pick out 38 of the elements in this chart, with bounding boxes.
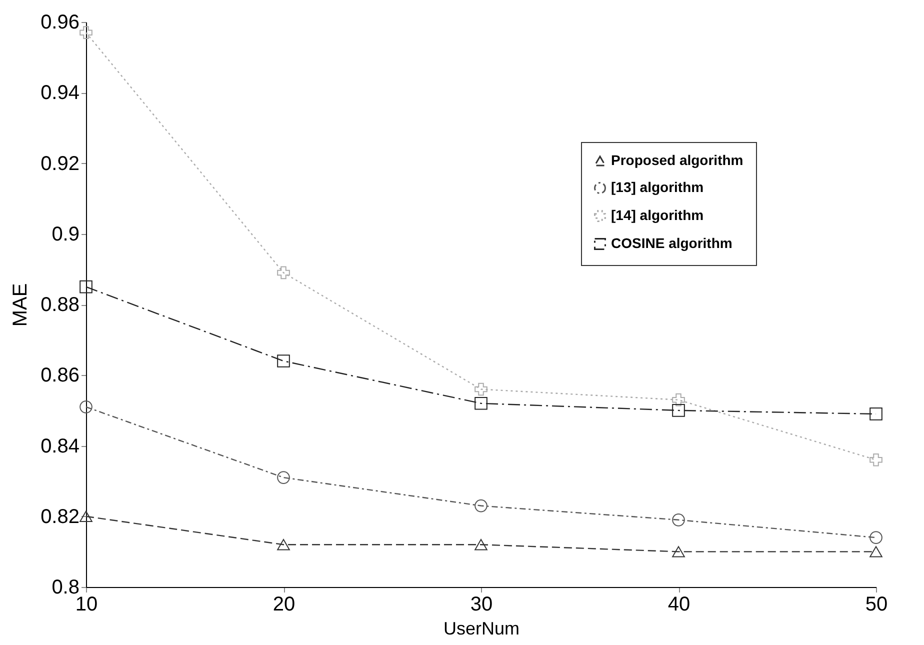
point [474,396,488,410]
legend-label: Proposed algorithm [611,152,744,168]
point [80,26,92,40]
point [870,408,882,420]
y-tick-label: 0.94 [40,82,80,104]
point [672,404,685,417]
y-tick-label: 0.82 [40,506,80,528]
y-tick-label: 0.84 [40,435,80,458]
x-tick-label: 30 [470,594,493,616]
y-tick-label: 0.9 [52,223,80,246]
point [80,400,92,414]
y-tick-label: 0.86 [40,364,80,387]
point [870,453,882,466]
point [277,471,290,484]
y-axis-title: MAE [10,283,32,327]
point [672,514,685,526]
y-tick-label: 0.92 [40,152,80,175]
point [672,393,685,406]
point [870,546,882,558]
legend-label: COSINE algorithm [611,235,732,251]
point [80,280,92,294]
x-tick-label: 40 [668,594,690,616]
point [474,382,488,396]
x-tick-label: 20 [272,594,296,616]
y-tick-label: 0.88 [40,294,80,316]
point [80,510,92,522]
point [277,354,290,368]
point [474,539,488,550]
x-tick-label: 50 [865,594,888,616]
point [870,531,882,544]
x-axis-title: UserNum [443,618,520,638]
legend-label: [14] algorithm [611,207,704,223]
point [277,266,290,280]
legend-label: [13] algorithm [611,179,704,195]
y-tick-label: 0.96 [40,12,80,34]
point [672,546,685,558]
point [474,499,488,512]
point [277,539,290,550]
